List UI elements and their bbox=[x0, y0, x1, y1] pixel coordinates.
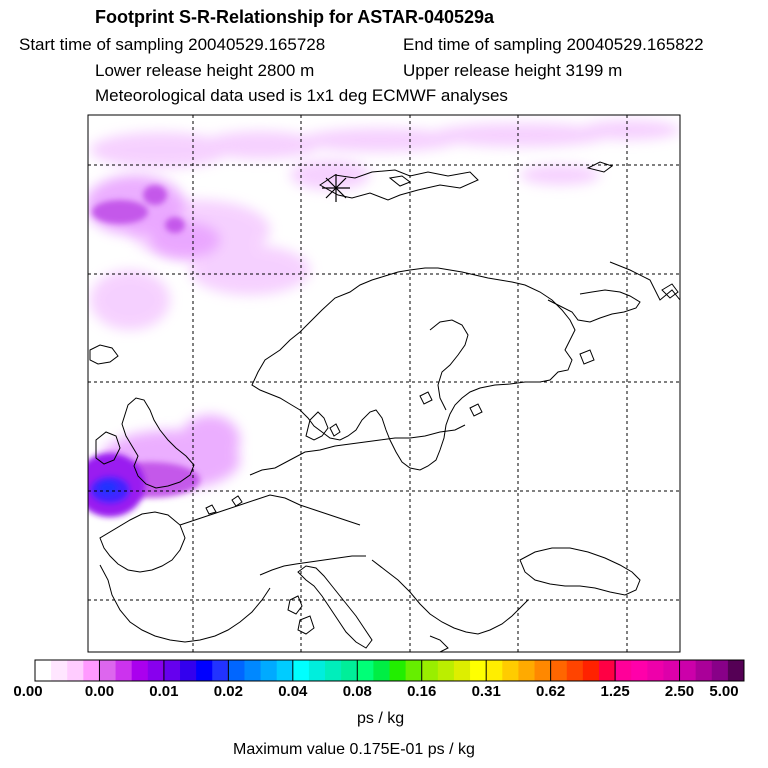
colorbar bbox=[35, 660, 745, 681]
colorbar-swatch bbox=[566, 660, 584, 681]
footprint-field bbox=[88, 120, 680, 517]
colorbar-tick-label: 2.50 bbox=[664, 683, 695, 700]
plot-title: Footprint S-R-Relationship for ASTAR-040… bbox=[95, 7, 495, 27]
colorbar-swatch bbox=[582, 660, 600, 681]
colorbar-swatch bbox=[163, 660, 181, 681]
colorbar-swatch bbox=[260, 660, 278, 681]
colorbar-tick-label: 0.16 bbox=[407, 683, 437, 700]
colorbar-swatch bbox=[196, 660, 213, 681]
colorbar-swatch bbox=[647, 660, 664, 681]
colorbar-swatch bbox=[389, 660, 407, 681]
colorbar-swatch bbox=[180, 660, 197, 681]
colorbar-swatch bbox=[35, 660, 52, 681]
colorbar-swatch bbox=[486, 660, 503, 681]
colorbar-swatch bbox=[405, 660, 423, 681]
colorbar-swatch bbox=[550, 660, 568, 681]
colorbar-swatch bbox=[99, 660, 117, 681]
colorbar-frame bbox=[34, 659, 745, 682]
colorbar-swatch bbox=[292, 660, 310, 681]
coastlines bbox=[89, 161, 680, 652]
colorbar-swatch bbox=[437, 660, 455, 681]
colorbar-swatch bbox=[357, 660, 374, 681]
colorbar-swatch bbox=[325, 660, 342, 681]
colorbar-swatch bbox=[147, 660, 165, 681]
colorbar-swatch bbox=[244, 660, 262, 681]
lower-release-height-label: Lower release height 2800 m bbox=[95, 61, 315, 80]
colorbar-swatch bbox=[711, 660, 729, 681]
colorbar-swatch bbox=[276, 660, 294, 681]
colorbar-tick-label: 0.02 bbox=[213, 683, 243, 700]
colorbar-swatch bbox=[341, 660, 358, 681]
colorbar-swatch bbox=[115, 660, 133, 681]
colorbar-tick-label: 0.08 bbox=[342, 683, 372, 700]
colorbar-swatch bbox=[631, 660, 648, 681]
colorbar-swatch bbox=[663, 660, 681, 681]
colorbar-tick-label: 0.31 bbox=[471, 683, 501, 700]
upper-release-height-label: Upper release height 3199 m bbox=[403, 61, 623, 80]
max-value-label: Maximum value 0.175E-01 ps / kg bbox=[233, 741, 475, 758]
colorbar-swatch bbox=[679, 660, 697, 681]
colorbar-swatch bbox=[51, 660, 68, 681]
colorbar-swatch bbox=[695, 660, 713, 681]
units-label: ps / kg bbox=[357, 710, 405, 727]
colorbar-swatch bbox=[502, 660, 519, 681]
colorbar-swatch bbox=[518, 660, 536, 681]
colorbar-swatch bbox=[131, 660, 149, 681]
colorbar-swatch bbox=[373, 660, 390, 681]
colorbar-swatch bbox=[308, 660, 326, 681]
colorbar-swatch bbox=[83, 660, 100, 681]
colorbar-swatch bbox=[615, 660, 632, 681]
colorbar-tick-label: 1.25 bbox=[600, 683, 630, 700]
colorbar-swatch bbox=[421, 660, 439, 681]
colorbar-swatch bbox=[598, 660, 616, 681]
met-data-label: Meteorological data used is 1x1 deg ECMW… bbox=[95, 86, 508, 105]
colorbar-tick-label: 0.00 bbox=[13, 683, 43, 700]
lat-lon-grid bbox=[88, 115, 680, 652]
colorbar-tick-label: 0.04 bbox=[278, 683, 308, 700]
start-time-label: Start time of sampling 20040529.165728 bbox=[19, 35, 326, 54]
release-site-asterisk-icon bbox=[322, 174, 350, 202]
map-frame bbox=[87, 114, 681, 653]
colorbar-swatch bbox=[67, 660, 84, 681]
colorbar-swatch bbox=[727, 660, 745, 681]
colorbar-tick-label: 0.00 bbox=[84, 683, 115, 700]
colorbar-tick-label: 0.01 bbox=[149, 683, 179, 700]
colorbar-swatch bbox=[453, 660, 471, 681]
end-time-label: End time of sampling 20040529.165822 bbox=[403, 35, 704, 54]
colorbar-swatch bbox=[534, 660, 552, 681]
colorbar-swatch bbox=[470, 660, 487, 681]
colorbar-tick-label: 5.00 bbox=[709, 683, 739, 700]
colorbar-dividers bbox=[98, 660, 681, 681]
colorbar-swatch bbox=[228, 660, 245, 681]
colorbar-tick-label: 0.62 bbox=[535, 683, 566, 700]
colorbar-swatch bbox=[212, 660, 229, 681]
